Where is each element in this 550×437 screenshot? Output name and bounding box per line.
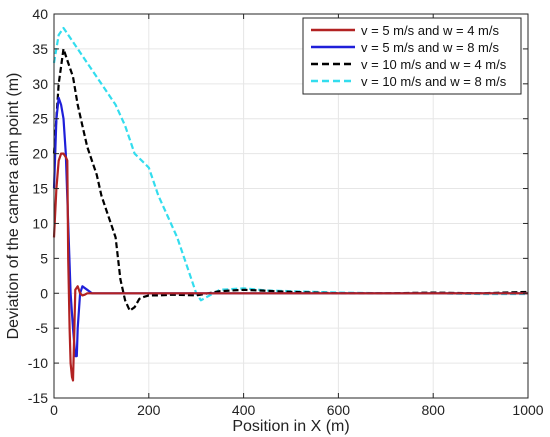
y-tick-label: 0 (40, 285, 48, 301)
x-tick-label: 200 (137, 402, 161, 418)
x-tick-label: 800 (422, 402, 446, 418)
y-tick-label: 15 (32, 181, 48, 197)
x-tick-label: 600 (327, 402, 351, 418)
y-tick-label: 30 (32, 76, 48, 92)
y-tick-label: 5 (40, 250, 48, 266)
y-tick-label: 20 (32, 146, 48, 162)
y-tick-label: 25 (32, 111, 48, 127)
series-line-1 (52, 152, 528, 382)
y-tick-label: 40 (32, 6, 48, 22)
x-tick-label: 0 (50, 402, 58, 418)
x-tick-label: 400 (232, 402, 256, 418)
legend-label: v = 5 m/s and w = 8 m/s (361, 40, 499, 55)
y-axis-title: Deviation of the camera aim point (m) (5, 73, 22, 340)
legend-label: v = 10 m/s and w = 4 m/s (361, 57, 507, 72)
series-line-3 (52, 47, 529, 312)
legend: v = 5 m/s and w = 4 m/s v = 5 m/s and w =… (302, 17, 522, 95)
ticks: 0 200 400 600 800 1000 -15 -10 -5 0 5 10 15 20 25 30 35 4… (28, 6, 544, 418)
y-tick-label: -5 (36, 320, 49, 336)
x-tick-label: 1000 (512, 402, 543, 418)
legend-label: v = 10 m/s and w = 8 m/s (361, 74, 507, 89)
series-group (52, 26, 529, 382)
plot-frame (53, 13, 529, 399)
y-tick-label: -15 (28, 390, 48, 406)
x-axis-title: Position in X (m) (232, 418, 349, 435)
y-tick-label: 10 (32, 215, 48, 231)
y-tick-label: 35 (32, 41, 48, 57)
y-tick-label: -10 (28, 355, 48, 371)
legend-label: v = 5 m/s and w = 4 m/s (361, 23, 499, 38)
